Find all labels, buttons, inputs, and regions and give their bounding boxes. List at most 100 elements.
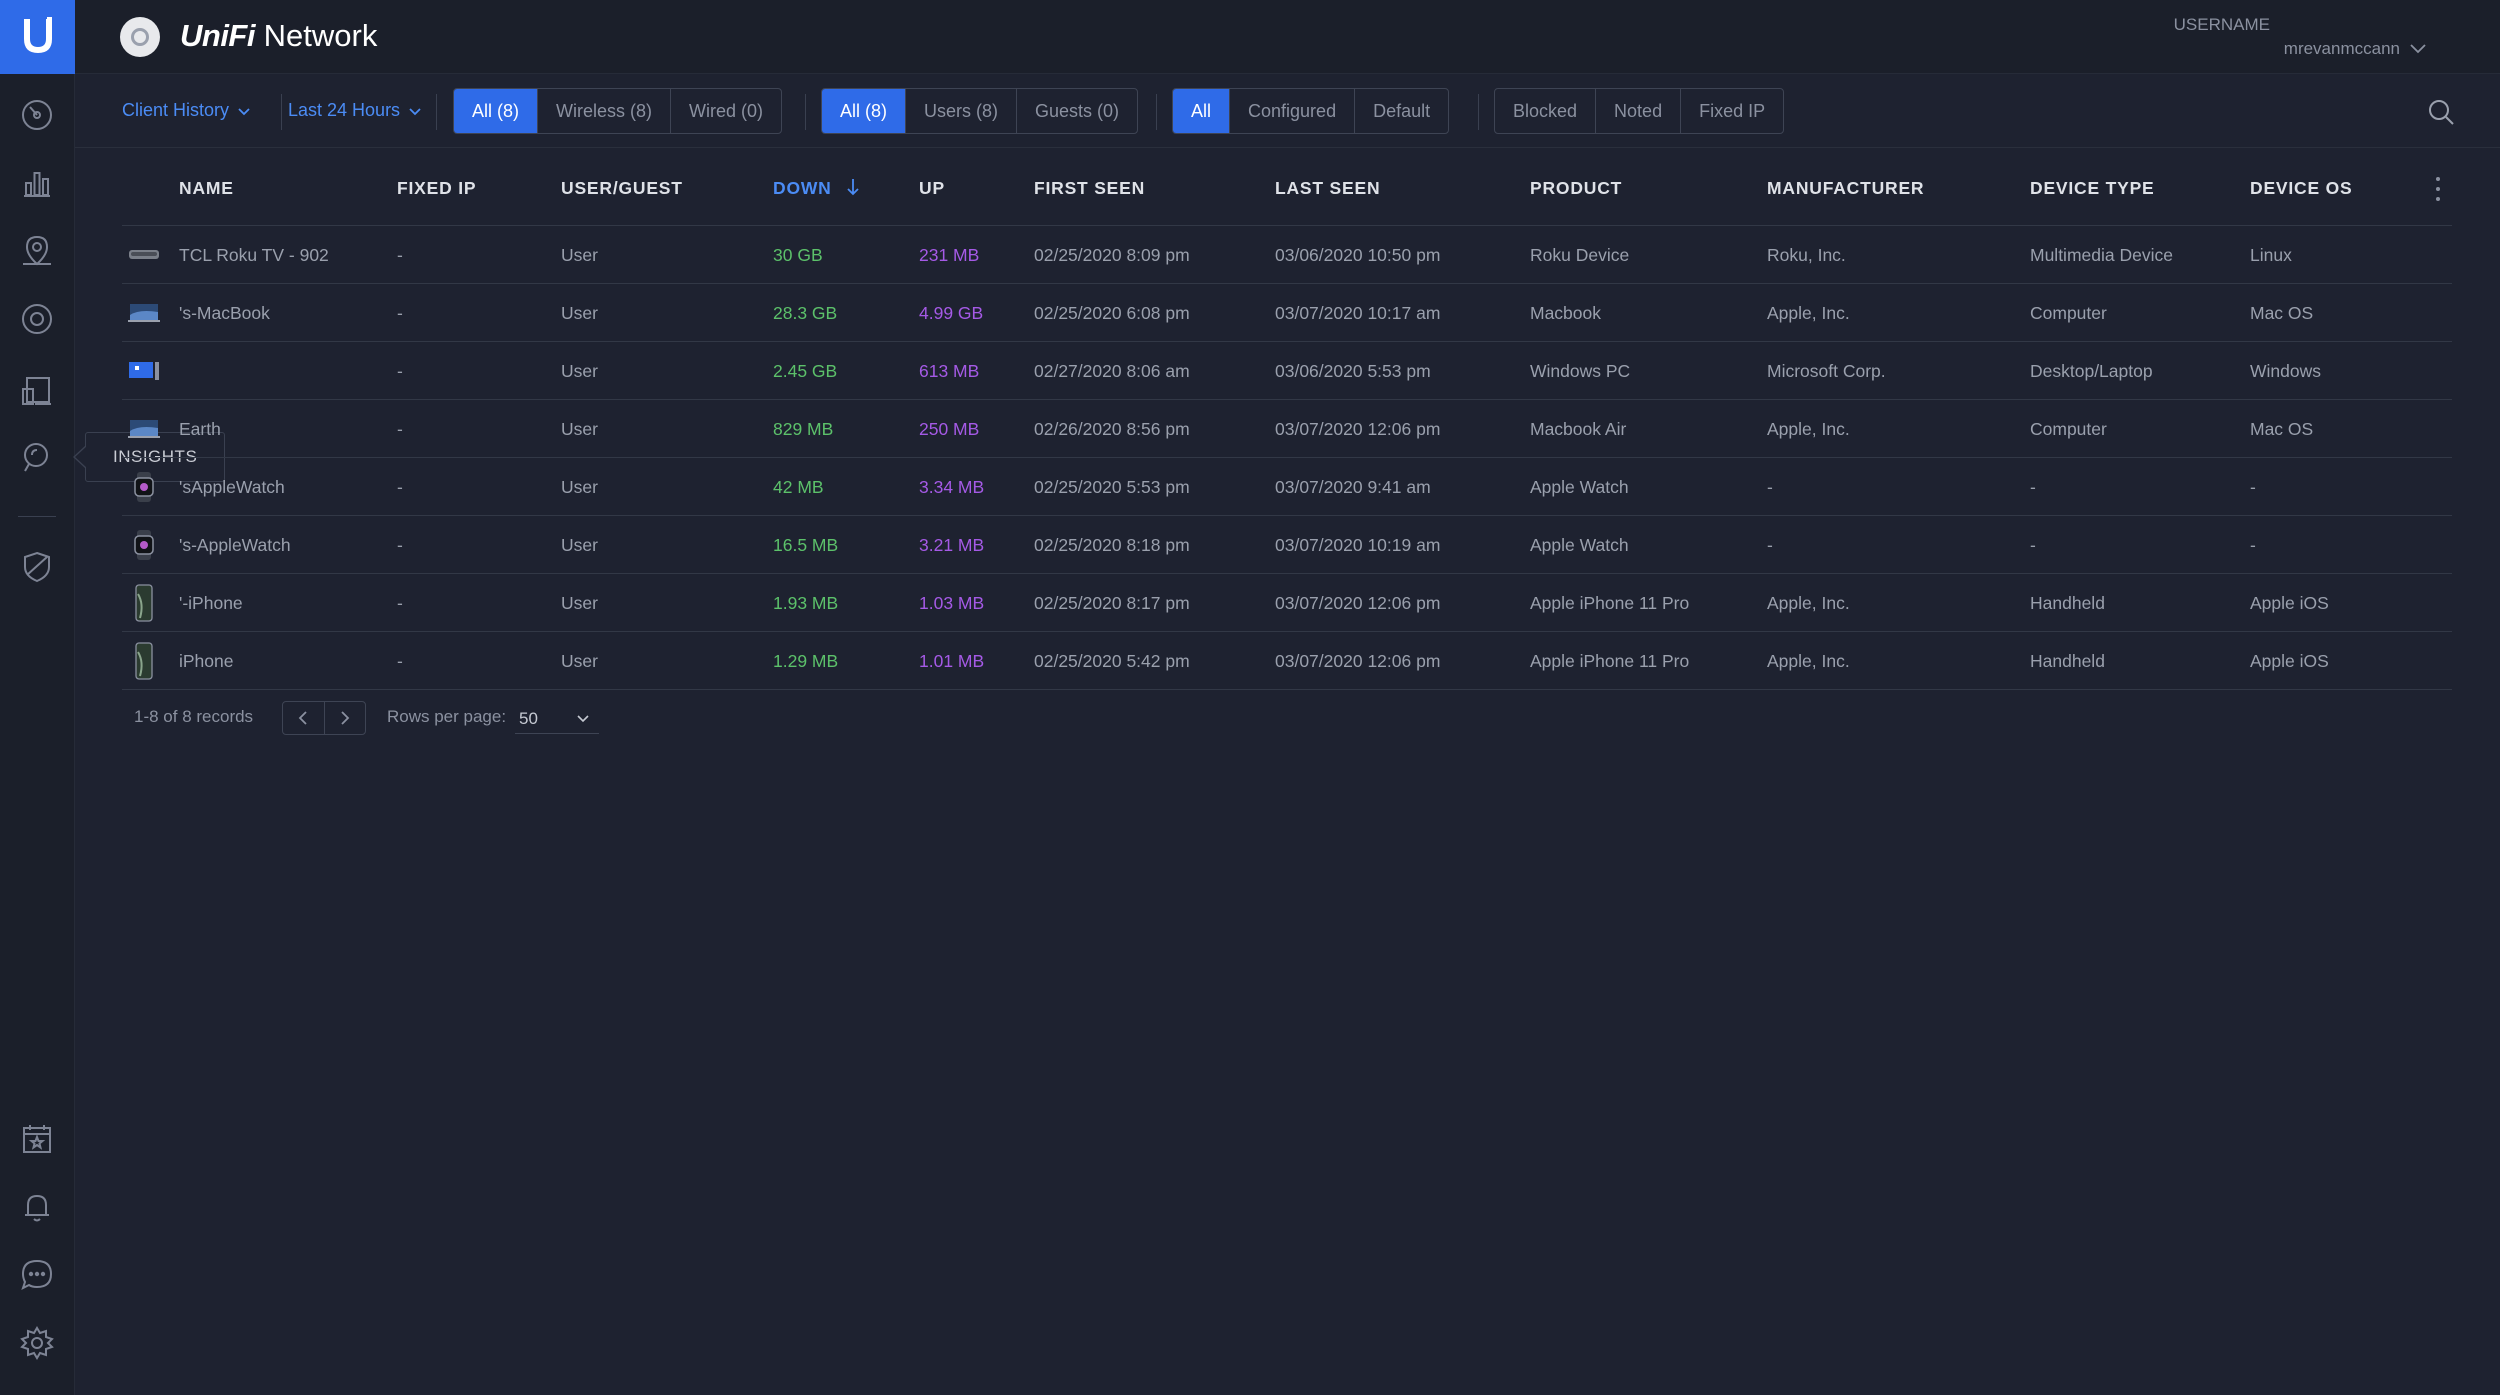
calendar-icon[interactable] [16, 1118, 58, 1160]
cell-device-type: Computer [2030, 303, 2107, 323]
col-name[interactable]: NAME [179, 178, 234, 198]
cell-first-seen: 02/25/2020 8:18 pm [1034, 535, 1190, 555]
col-user-guest[interactable]: USER/GUEST [561, 178, 683, 198]
filter-default[interactable]: Default [1354, 89, 1448, 133]
filter-noted[interactable]: Noted [1595, 89, 1680, 133]
user-menu[interactable]: mrevanmccann [2283, 39, 2400, 58]
col-last-seen[interactable]: LAST SEEN [1275, 178, 1381, 198]
cell-name: '-iPhone [179, 593, 243, 613]
client-history-dropdown[interactable]: Client History [122, 100, 251, 121]
cell-name: Earth [179, 419, 221, 439]
cell-product: Macbook [1530, 303, 1602, 323]
table-row[interactable]: TCL Roku TV - 902 - User 30 GB 231 MB 02/25/2… [122, 226, 2452, 284]
col-device-os[interactable]: DEVICE OS [2250, 178, 2353, 198]
cell-up: 250 MB [919, 419, 980, 439]
time-range-dropdown[interactable]: Last 24 Hours [288, 100, 422, 121]
cell-product: Apple Watch [1530, 477, 1629, 497]
watch-icon [127, 530, 161, 560]
cell-user-guest: User [561, 419, 598, 439]
cell-fixed-ip: - [397, 651, 403, 671]
filter-all-connections[interactable]: All (8) [454, 89, 538, 133]
filter-users[interactable]: Users (8) [905, 89, 1016, 133]
filter-all-config[interactable]: All [1173, 89, 1230, 133]
cell-product: Apple iPhone 11 Pro [1530, 593, 1690, 613]
cell-manufacturer: Microsoft Corp. [1767, 361, 1886, 381]
app-title: UniFi Network [180, 18, 377, 54]
chevron-down-icon[interactable] [2408, 38, 2428, 58]
column-options-icon[interactable] [2434, 174, 2442, 204]
col-manufacturer[interactable]: MANUFACTURER [1767, 178, 1925, 198]
rows-per-page-label: Rows per page: [387, 707, 507, 726]
col-up[interactable]: UP [919, 178, 945, 198]
filter-wired[interactable]: Wired (0) [670, 89, 781, 133]
username-label: USERNAME [2173, 15, 2270, 34]
filter-bar: Client History Last 24 Hours All (8) Wir… [75, 74, 2500, 148]
prev-page-button[interactable] [283, 702, 324, 734]
cell-fixed-ip: - [397, 419, 403, 439]
col-product[interactable]: PRODUCT [1530, 178, 1623, 198]
bell-icon[interactable] [16, 1186, 58, 1228]
chat-icon[interactable] [16, 1254, 58, 1296]
filter-configured[interactable]: Configured [1229, 89, 1354, 133]
filter-wireless[interactable]: Wireless (8) [537, 89, 670, 133]
col-device-type[interactable]: DEVICE TYPE [2030, 178, 2155, 198]
cell-device-type: - [2030, 535, 2036, 555]
table-row[interactable]: '-iPhone - User 1.93 MB 1.03 MB 02/25/2020 8:… [122, 574, 2452, 632]
filter-divider [1156, 94, 1157, 130]
cell-down: 42 MB [773, 477, 824, 497]
table-row[interactable]: 'sAppleWatch - User 42 MB 3.34 MB 02/25/2020 … [122, 458, 2452, 516]
cell-down: 28.3 GB [773, 303, 838, 323]
pagination [282, 701, 366, 735]
table-row[interactable]: Earth - User 829 MB 250 MB 02/26/2020 8:56 pm… [122, 400, 2452, 458]
cell-name: TCL Roku TV - 902 [179, 245, 329, 265]
rows-per-page-value: 50 [519, 709, 538, 728]
cell-fixed-ip: - [397, 303, 403, 323]
cell-fixed-ip: - [397, 477, 403, 497]
chevron-down-icon [409, 107, 421, 115]
map-icon[interactable] [16, 230, 58, 272]
search-icon[interactable] [2427, 98, 2455, 126]
cell-fixed-ip: - [397, 361, 403, 381]
cell-last-seen: 03/07/2020 10:17 am [1275, 303, 1441, 323]
shield-icon[interactable] [16, 546, 58, 588]
table-row[interactable]: iPhone - User 1.29 MB 1.01 MB 02/25/2020 5:42… [122, 632, 2452, 690]
cell-first-seen: 02/25/2020 8:09 pm [1034, 245, 1190, 265]
chevron-right-icon [341, 711, 350, 725]
cell-up: 613 MB [919, 361, 980, 381]
cell-manufacturer: Roku, Inc. [1767, 245, 1846, 265]
devices-icon[interactable] [16, 298, 58, 340]
filter-guests[interactable]: Guests (0) [1016, 89, 1137, 133]
col-down[interactable]: DOWN [773, 178, 861, 199]
col-first-seen[interactable]: FIRST SEEN [1034, 178, 1146, 198]
gear-icon[interactable] [16, 1322, 58, 1364]
cell-first-seen: 02/25/2020 5:42 pm [1034, 651, 1190, 671]
clients-icon[interactable] [16, 370, 58, 412]
cell-device-os: Windows [2250, 361, 2321, 381]
table-row[interactable]: 's-AppleWatch - User 16.5 MB 3.21 MB 02/25/20… [122, 516, 2452, 574]
ubiquiti-logo[interactable] [0, 0, 75, 74]
cell-name: 's-MacBook [179, 303, 270, 323]
unifi-logo-icon[interactable] [120, 17, 160, 57]
filter-all-users[interactable]: All (8) [822, 89, 906, 133]
cell-first-seen: 02/25/2020 6:08 pm [1034, 303, 1190, 323]
next-page-button[interactable] [323, 702, 366, 734]
filter-fixed-ip[interactable]: Fixed IP [1680, 89, 1783, 133]
cell-last-seen: 03/07/2020 12:06 pm [1275, 651, 1441, 671]
rows-per-page-select[interactable]: 50 [515, 702, 599, 734]
cell-last-seen: 03/07/2020 12:06 pm [1275, 419, 1441, 439]
filter-divider [436, 94, 437, 130]
cell-manufacturer: Apple, Inc. [1767, 651, 1850, 671]
cell-product: Macbook Air [1530, 419, 1627, 439]
statistics-icon[interactable] [16, 162, 58, 204]
cell-device-os: - [2250, 477, 2256, 497]
dashboard-icon[interactable] [16, 94, 58, 136]
cell-last-seen: 03/07/2020 12:06 pm [1275, 593, 1441, 613]
cell-down: 1.29 MB [773, 651, 839, 671]
filter-blocked[interactable]: Blocked [1513, 100, 1578, 121]
table-row[interactable]: - User 2.45 GB 613 MB 02/27/2020 8:06 am 03/0… [122, 342, 2452, 400]
client-history-label: Client History [122, 100, 230, 120]
table-row[interactable]: 's-MacBook - User 28.3 GB 4.99 GB 02/25/2020 … [122, 284, 2452, 342]
cell-fixed-ip: - [397, 245, 403, 265]
col-fixed-ip[interactable]: FIXED IP [397, 178, 477, 198]
insights-icon[interactable] [16, 436, 58, 478]
